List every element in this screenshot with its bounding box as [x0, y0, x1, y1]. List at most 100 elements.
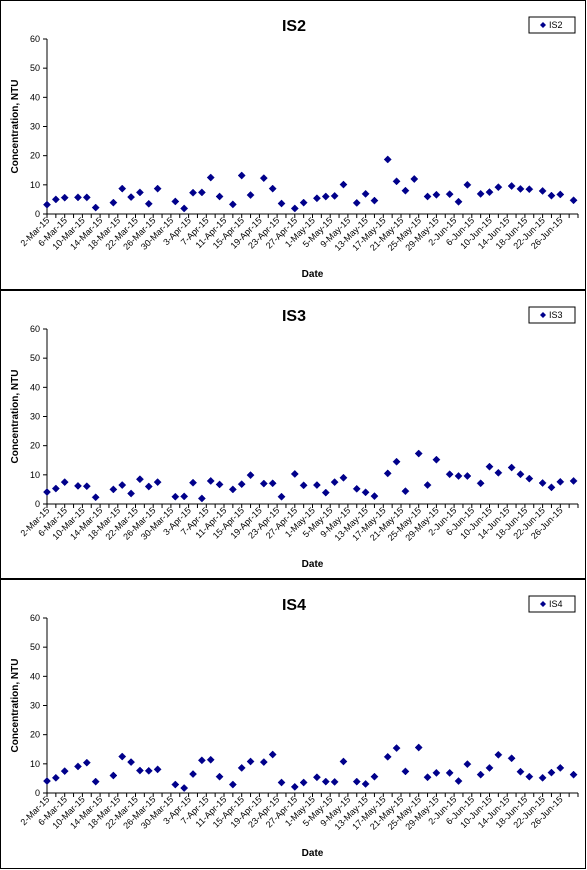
data-point	[569, 770, 578, 779]
data-point	[144, 199, 153, 208]
data-point	[299, 481, 308, 490]
data-point	[127, 758, 136, 767]
data-point	[321, 488, 330, 497]
data-point	[454, 472, 463, 480]
data-point	[180, 492, 189, 501]
data-point	[538, 479, 547, 487]
data-point	[268, 184, 277, 193]
data-point	[370, 492, 379, 501]
data-point	[330, 191, 339, 200]
data-point	[144, 766, 153, 775]
chart-panel-is3: IS3 Concentration, NTU Date 0 10 20 30 40 50 60 2-…	[0, 290, 586, 579]
data-point	[299, 778, 308, 787]
data-point	[485, 188, 494, 197]
data-point	[547, 768, 556, 777]
y-tick-label: 10	[30, 470, 40, 480]
chart-title: IS2	[282, 18, 306, 35]
y-tick-label: 20	[30, 730, 40, 740]
y-tick-label: 30	[30, 122, 40, 132]
y-tick-label: 50	[30, 353, 40, 363]
data-point	[246, 757, 255, 766]
y-axis-title: Concentration, NTU	[10, 659, 21, 753]
data-point	[144, 482, 153, 491]
data-point	[538, 773, 547, 782]
data-point	[432, 455, 441, 464]
data-point	[277, 778, 286, 787]
data-point	[516, 184, 525, 193]
data-point	[290, 470, 299, 478]
data-point	[414, 449, 423, 458]
data-point	[476, 189, 485, 198]
data-point	[476, 479, 485, 488]
data-point	[445, 470, 454, 479]
data-point	[290, 204, 299, 213]
data-point	[51, 195, 60, 204]
data-point	[189, 478, 197, 487]
y-tick-label: 0	[35, 788, 40, 798]
data-point	[463, 472, 472, 480]
data-point	[414, 743, 423, 752]
data-point	[370, 196, 379, 205]
legend-label: IS4	[549, 599, 563, 609]
data-point	[556, 477, 565, 486]
data-point	[74, 193, 82, 202]
data-point	[401, 186, 410, 195]
data-point	[215, 772, 224, 781]
data-point	[330, 478, 339, 487]
y-tick-label: 60	[30, 613, 40, 623]
data-point	[463, 760, 472, 769]
legend-box	[528, 16, 576, 34]
data-point	[171, 197, 180, 206]
data-point	[118, 752, 127, 761]
data-point	[43, 488, 51, 496]
data-point	[259, 479, 268, 488]
x-axis-title: Date	[302, 559, 324, 570]
x-axis-title: Date	[302, 269, 324, 280]
y-tick-label: 30	[30, 701, 40, 711]
data-point	[445, 768, 454, 777]
data-point	[228, 485, 237, 494]
data-point	[361, 488, 370, 497]
data-point	[127, 193, 136, 202]
y-axis-title: Concentration, NTU	[10, 370, 21, 464]
y-tick-label: 10	[30, 759, 40, 769]
legend-box	[528, 306, 576, 324]
data-point	[312, 481, 321, 489]
data-point	[525, 474, 534, 483]
chart-panel-is4: IS4 Concentration, NTU Date 0 10 20 30 40 50 60 2-…	[0, 579, 586, 869]
data-point	[392, 177, 401, 186]
data-point	[180, 784, 189, 792]
data-point	[237, 763, 246, 772]
data-point	[383, 469, 392, 478]
data-point	[423, 192, 432, 201]
data-point	[485, 462, 494, 471]
y-tick-label: 50	[30, 642, 40, 652]
data-point	[321, 192, 330, 201]
data-point	[361, 189, 370, 198]
data-point	[432, 190, 441, 199]
data-point	[423, 481, 432, 489]
y-tick-label: 60	[30, 34, 40, 44]
data-point	[494, 750, 503, 759]
data-point	[463, 180, 472, 189]
data-point	[290, 782, 299, 791]
y-axis-title: Concentration, NTU	[10, 80, 21, 174]
data-point	[423, 773, 432, 782]
y-tick-label: 50	[30, 63, 40, 73]
legend-label: IS2	[549, 20, 563, 30]
data-point	[277, 492, 286, 501]
data-point	[197, 188, 206, 197]
data-point	[516, 470, 525, 479]
data-point	[82, 193, 91, 202]
data-point	[246, 471, 255, 480]
data-point	[109, 198, 118, 207]
data-point	[91, 493, 100, 502]
y-tick-label: 0	[35, 499, 40, 509]
data-point	[118, 481, 127, 489]
data-point	[51, 484, 60, 493]
data-point	[321, 777, 330, 786]
data-point	[392, 744, 401, 753]
legend-label: IS3	[549, 310, 563, 320]
